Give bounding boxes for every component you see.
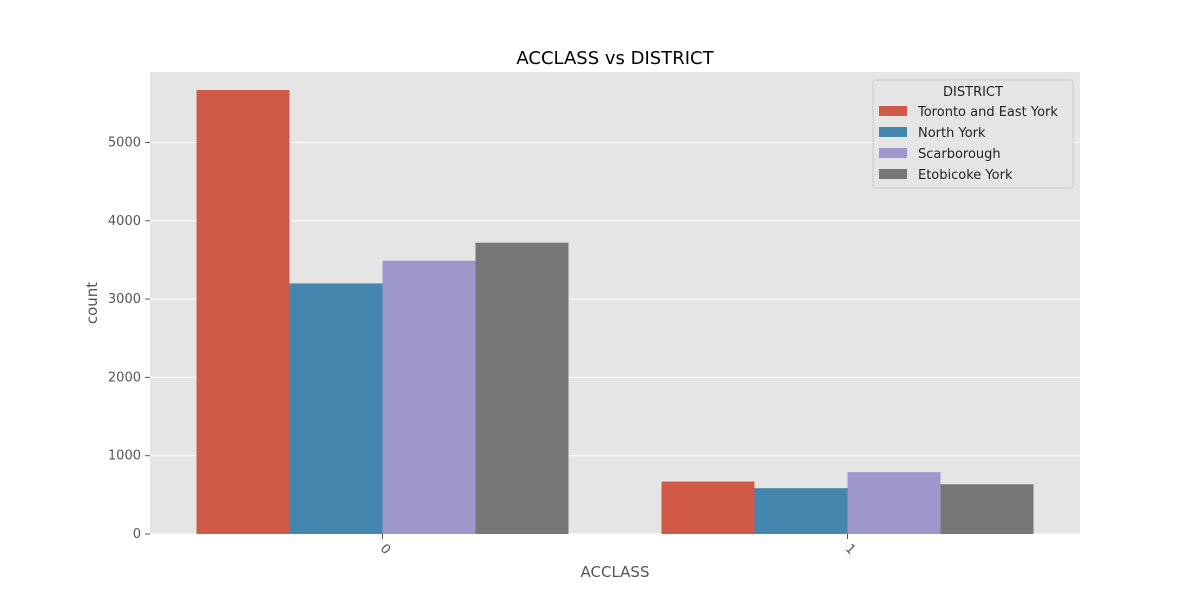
legend-label: Scarborough (918, 147, 1001, 162)
y-tick-label: 3000 (108, 292, 141, 307)
bar-toronto-and-east-york-0 (196, 90, 290, 535)
legend-swatch (879, 169, 907, 179)
bar-etobicoke-york-0 (475, 242, 569, 534)
legend-swatch (879, 127, 907, 137)
legend-label: North York (918, 126, 986, 141)
y-axis: 0 1000 2000 3000 4000 5000 (108, 135, 150, 542)
y-tick-label: 0 (133, 527, 141, 542)
legend-swatch (879, 148, 907, 158)
y-tick-label: 5000 (108, 135, 141, 150)
bar-toronto-and-east-york-1 (661, 481, 755, 534)
bar-north-york-0 (289, 283, 383, 534)
x-axis-label: ACCLASS (581, 563, 650, 581)
y-axis-label: count (83, 282, 101, 324)
bars (196, 90, 1034, 535)
legend-swatch (879, 106, 907, 116)
legend-box (872, 79, 1074, 189)
legend-title: DISTRICT (943, 85, 1003, 100)
y-tick-label: 1000 (108, 449, 141, 464)
legend-label: Etobicoke York (918, 168, 1013, 183)
bar-north-york-1 (754, 488, 848, 534)
chart-title: ACCLASS vs DISTRICT (516, 48, 714, 69)
bar-etobicoke-york-1 (940, 484, 1034, 534)
y-tick-label: 4000 (108, 214, 141, 229)
bar-scarborough-1 (847, 472, 941, 534)
legend: DISTRICT Toronto and East York North York… (872, 79, 1074, 189)
bar-scarborough-0 (382, 260, 476, 534)
y-tick-label: 2000 (108, 370, 141, 385)
legend-label: Toronto and East York (917, 105, 1058, 120)
legend-items: Toronto and East York North York Scarborou… (879, 105, 1058, 183)
